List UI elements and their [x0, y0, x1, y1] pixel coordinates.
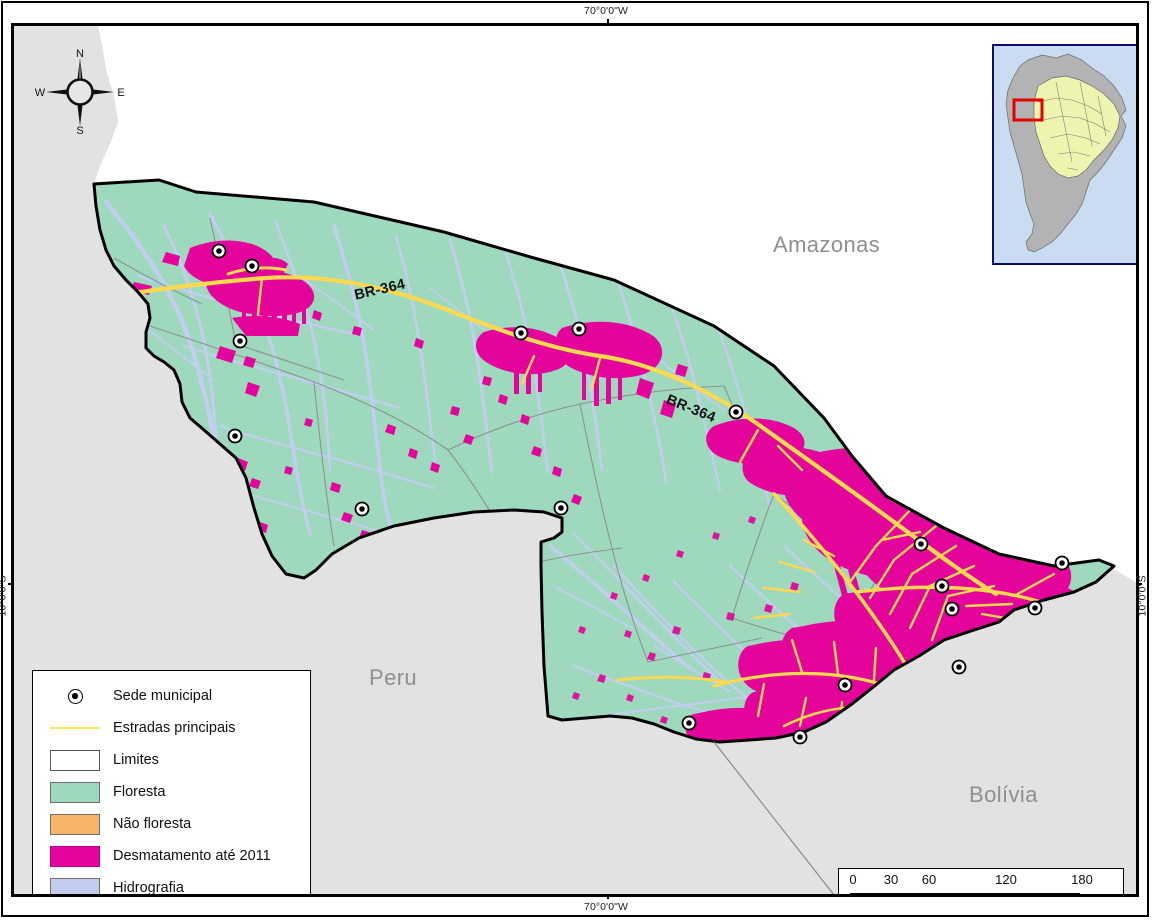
scalebar-tick: 30	[883, 872, 899, 887]
legend-item-hidrografia[interactable]: Hidrografia	[33, 872, 310, 896]
hidrografia-swatch-icon	[47, 877, 103, 894]
legend-item-estradas[interactable]: Estradas principais	[33, 712, 310, 744]
scalebar-unit: km	[1086, 892, 1103, 894]
legend-label: Sede municipal	[113, 688, 213, 704]
legend-label: Não floresta	[113, 816, 192, 832]
desmatamento-swatch-icon	[47, 845, 103, 867]
legend-item-sede-municipal[interactable]: Sede municipal	[33, 680, 310, 712]
scalebar-tick: 120	[995, 872, 1017, 887]
scalebar-ticks: 0 30 60 120 180	[839, 869, 1123, 889]
compass-label-s: S	[76, 125, 83, 136]
limites-swatch-icon	[47, 749, 103, 771]
scalebar-tick: 0	[849, 872, 857, 887]
inset-state-borders	[1037, 81, 1111, 171]
legend-item-floresta[interactable]: Floresta	[33, 776, 310, 808]
compass-rose: N S W E	[34, 48, 126, 136]
graticule-label-bottom: 70°0'0"W	[584, 901, 628, 913]
map-panel[interactable]: Amazonas Peru Bolívia BR-364 BR-364 N S …	[11, 23, 1139, 897]
graticule-label-top: 70°0'0"W	[584, 5, 628, 17]
callout-leader-line	[713, 741, 835, 894]
compass-label-e: E	[117, 87, 124, 99]
map-canvas[interactable]	[14, 26, 1139, 897]
map-scalebar: 0 30 60 120 180 km	[838, 868, 1124, 894]
scalebar-bar	[850, 893, 1080, 894]
acre-state-boundary	[92, 178, 1116, 744]
compass-star-icon	[46, 58, 114, 126]
scalebar-tick: 180	[1071, 872, 1093, 887]
inset-brazil	[1033, 75, 1121, 179]
compass-label-w: W	[35, 87, 46, 99]
legend-label: Limites	[113, 752, 159, 768]
nao-floresta-swatch-icon	[47, 813, 103, 835]
municipal-seats-layer[interactable]	[211, 243, 1070, 745]
legend-label: Desmatamento até 2011	[113, 848, 271, 864]
scalebar-tick: 60	[921, 872, 937, 887]
legend-item-desmatamento[interactable]: Desmatamento até 2011	[33, 840, 310, 872]
legend-item-nao-floresta[interactable]: Não floresta	[33, 808, 310, 840]
locator-inset-map[interactable]	[992, 44, 1136, 265]
inset-highlight-rect	[1012, 98, 1044, 122]
sede-municipal-icon	[47, 688, 103, 704]
graticule-label-left: 10°0'0"S	[0, 575, 9, 617]
compass-label-n: N	[76, 48, 84, 60]
amazonas-area	[14, 26, 1136, 583]
legend-item-limites[interactable]: Limites	[33, 744, 310, 776]
legend-label: Estradas principais	[113, 720, 236, 736]
roads-layer	[95, 266, 1092, 732]
map-legend[interactable]: Sede municipal Estradas principais Limit…	[32, 670, 311, 896]
road-line-icon	[47, 727, 103, 729]
floresta-swatch-icon	[47, 781, 103, 803]
legend-label: Hidrografia	[113, 880, 184, 896]
legend-label: Floresta	[113, 784, 166, 800]
